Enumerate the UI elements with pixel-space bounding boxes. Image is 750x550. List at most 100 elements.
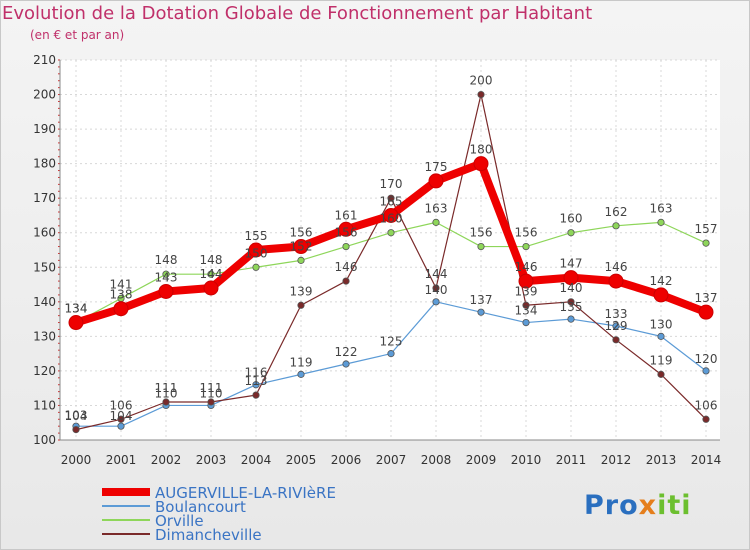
data-label: 137 — [695, 291, 718, 305]
data-point — [338, 221, 354, 237]
data-point — [477, 308, 485, 316]
data-point — [72, 426, 80, 434]
data-point — [608, 273, 624, 289]
data-point — [563, 270, 579, 286]
data-label: 106 — [695, 398, 718, 412]
x-tick-label: 2011 — [556, 453, 587, 467]
data-label: 110 — [155, 386, 178, 400]
data-label: 161 — [335, 208, 358, 222]
data-point — [252, 263, 260, 271]
data-point — [248, 242, 264, 258]
logo-part-2: x — [638, 490, 658, 521]
logo-part-1: Pro — [584, 490, 639, 521]
data-point — [567, 229, 575, 237]
plot-area — [60, 60, 720, 440]
data-label: 133 — [605, 307, 628, 321]
data-label: 156 — [470, 226, 493, 240]
data-label: 144 — [425, 267, 448, 281]
data-label: 119 — [290, 355, 313, 369]
data-label: 110 — [200, 386, 223, 400]
proxiti-logo: Proxiti — [584, 490, 692, 521]
data-label: 180 — [470, 143, 493, 157]
data-label: 146 — [605, 260, 628, 274]
data-point — [518, 273, 534, 289]
data-point — [702, 239, 710, 247]
data-label-layer: 134 138 143 144 155 156 161 165 175 180 146 147 146 1… — [65, 74, 718, 424]
data-label: 156 — [290, 226, 313, 240]
axis-layer: 100 110 120 130 140 150 160 170 180 190 200 210 2000… — [33, 53, 721, 467]
data-point — [567, 298, 575, 306]
y-tick-label: 190 — [33, 122, 56, 136]
data-label: 104 — [110, 409, 133, 423]
data-label: 113 — [245, 374, 268, 388]
x-tick-label: 2007 — [376, 453, 407, 467]
data-label: 175 — [425, 160, 448, 174]
data-label: 122 — [335, 345, 358, 359]
legend-label: Dimancheville — [155, 526, 262, 544]
data-label: 130 — [650, 317, 673, 331]
data-label: 116 — [245, 366, 268, 380]
legend: AUGERVILLE-LA-RIVIèREBoulancourtOrvilleD… — [102, 484, 336, 544]
x-tick-label: 2000 — [61, 453, 92, 467]
data-label: 111 — [155, 381, 178, 395]
data-point — [117, 415, 125, 423]
data-label: 142 — [650, 274, 673, 288]
data-point — [342, 277, 350, 285]
y-tick-label: 140 — [33, 295, 56, 309]
x-tick-label: 2001 — [106, 453, 137, 467]
data-label: 155 — [245, 229, 268, 243]
y-tick-label: 120 — [33, 364, 56, 378]
x-tick-label: 2014 — [691, 453, 722, 467]
data-point — [207, 270, 215, 278]
data-point — [428, 173, 444, 189]
data-label: 163 — [650, 201, 673, 215]
data-point — [432, 218, 440, 226]
data-label: 143 — [155, 270, 178, 284]
grid-layer — [60, 59, 720, 441]
data-point — [207, 398, 215, 406]
x-tick-label: 2006 — [331, 453, 362, 467]
data-point — [297, 370, 305, 378]
data-point — [432, 284, 440, 292]
y-tick-label: 150 — [33, 260, 56, 274]
data-point — [702, 415, 710, 423]
data-label: 170 — [380, 177, 403, 191]
data-point — [698, 304, 714, 320]
data-label: 134 — [515, 304, 538, 318]
data-point — [612, 222, 620, 230]
data-point — [342, 360, 350, 368]
y-tick-label: 200 — [33, 88, 56, 102]
data-point — [702, 367, 710, 375]
data-point — [473, 156, 489, 172]
data-point — [387, 350, 395, 358]
x-tick-label: 2013 — [646, 453, 677, 467]
data-label: 165 — [380, 194, 403, 208]
series-layer — [68, 90, 714, 434]
x-tick-label: 2012 — [601, 453, 632, 467]
data-label: 150 — [245, 246, 268, 260]
chart-subtitle: (en € et par an) — [30, 28, 125, 42]
data-label: 160 — [560, 212, 583, 226]
data-label: 134 — [65, 302, 88, 316]
data-label: 148 — [155, 253, 178, 267]
y-tick-label: 210 — [33, 53, 56, 67]
data-point — [657, 218, 665, 226]
data-label: 200 — [470, 74, 493, 88]
data-label: 119 — [650, 353, 673, 367]
x-tick-label: 2009 — [466, 453, 497, 467]
data-label: 156 — [335, 226, 358, 240]
data-point — [477, 242, 485, 251]
y-tick-label: 110 — [33, 398, 56, 412]
data-point — [432, 298, 440, 306]
data-point — [612, 322, 620, 330]
data-label: 138 — [110, 288, 133, 302]
data-point — [297, 256, 305, 264]
data-label: 156 — [515, 226, 538, 240]
data-label: 146 — [335, 260, 358, 274]
chart-title: Evolution de la Dotation Globale de Fonc… — [2, 3, 593, 24]
data-point — [162, 270, 170, 278]
data-label: 140 — [425, 283, 448, 297]
data-point — [522, 318, 530, 327]
data-label: 141 — [110, 277, 133, 291]
